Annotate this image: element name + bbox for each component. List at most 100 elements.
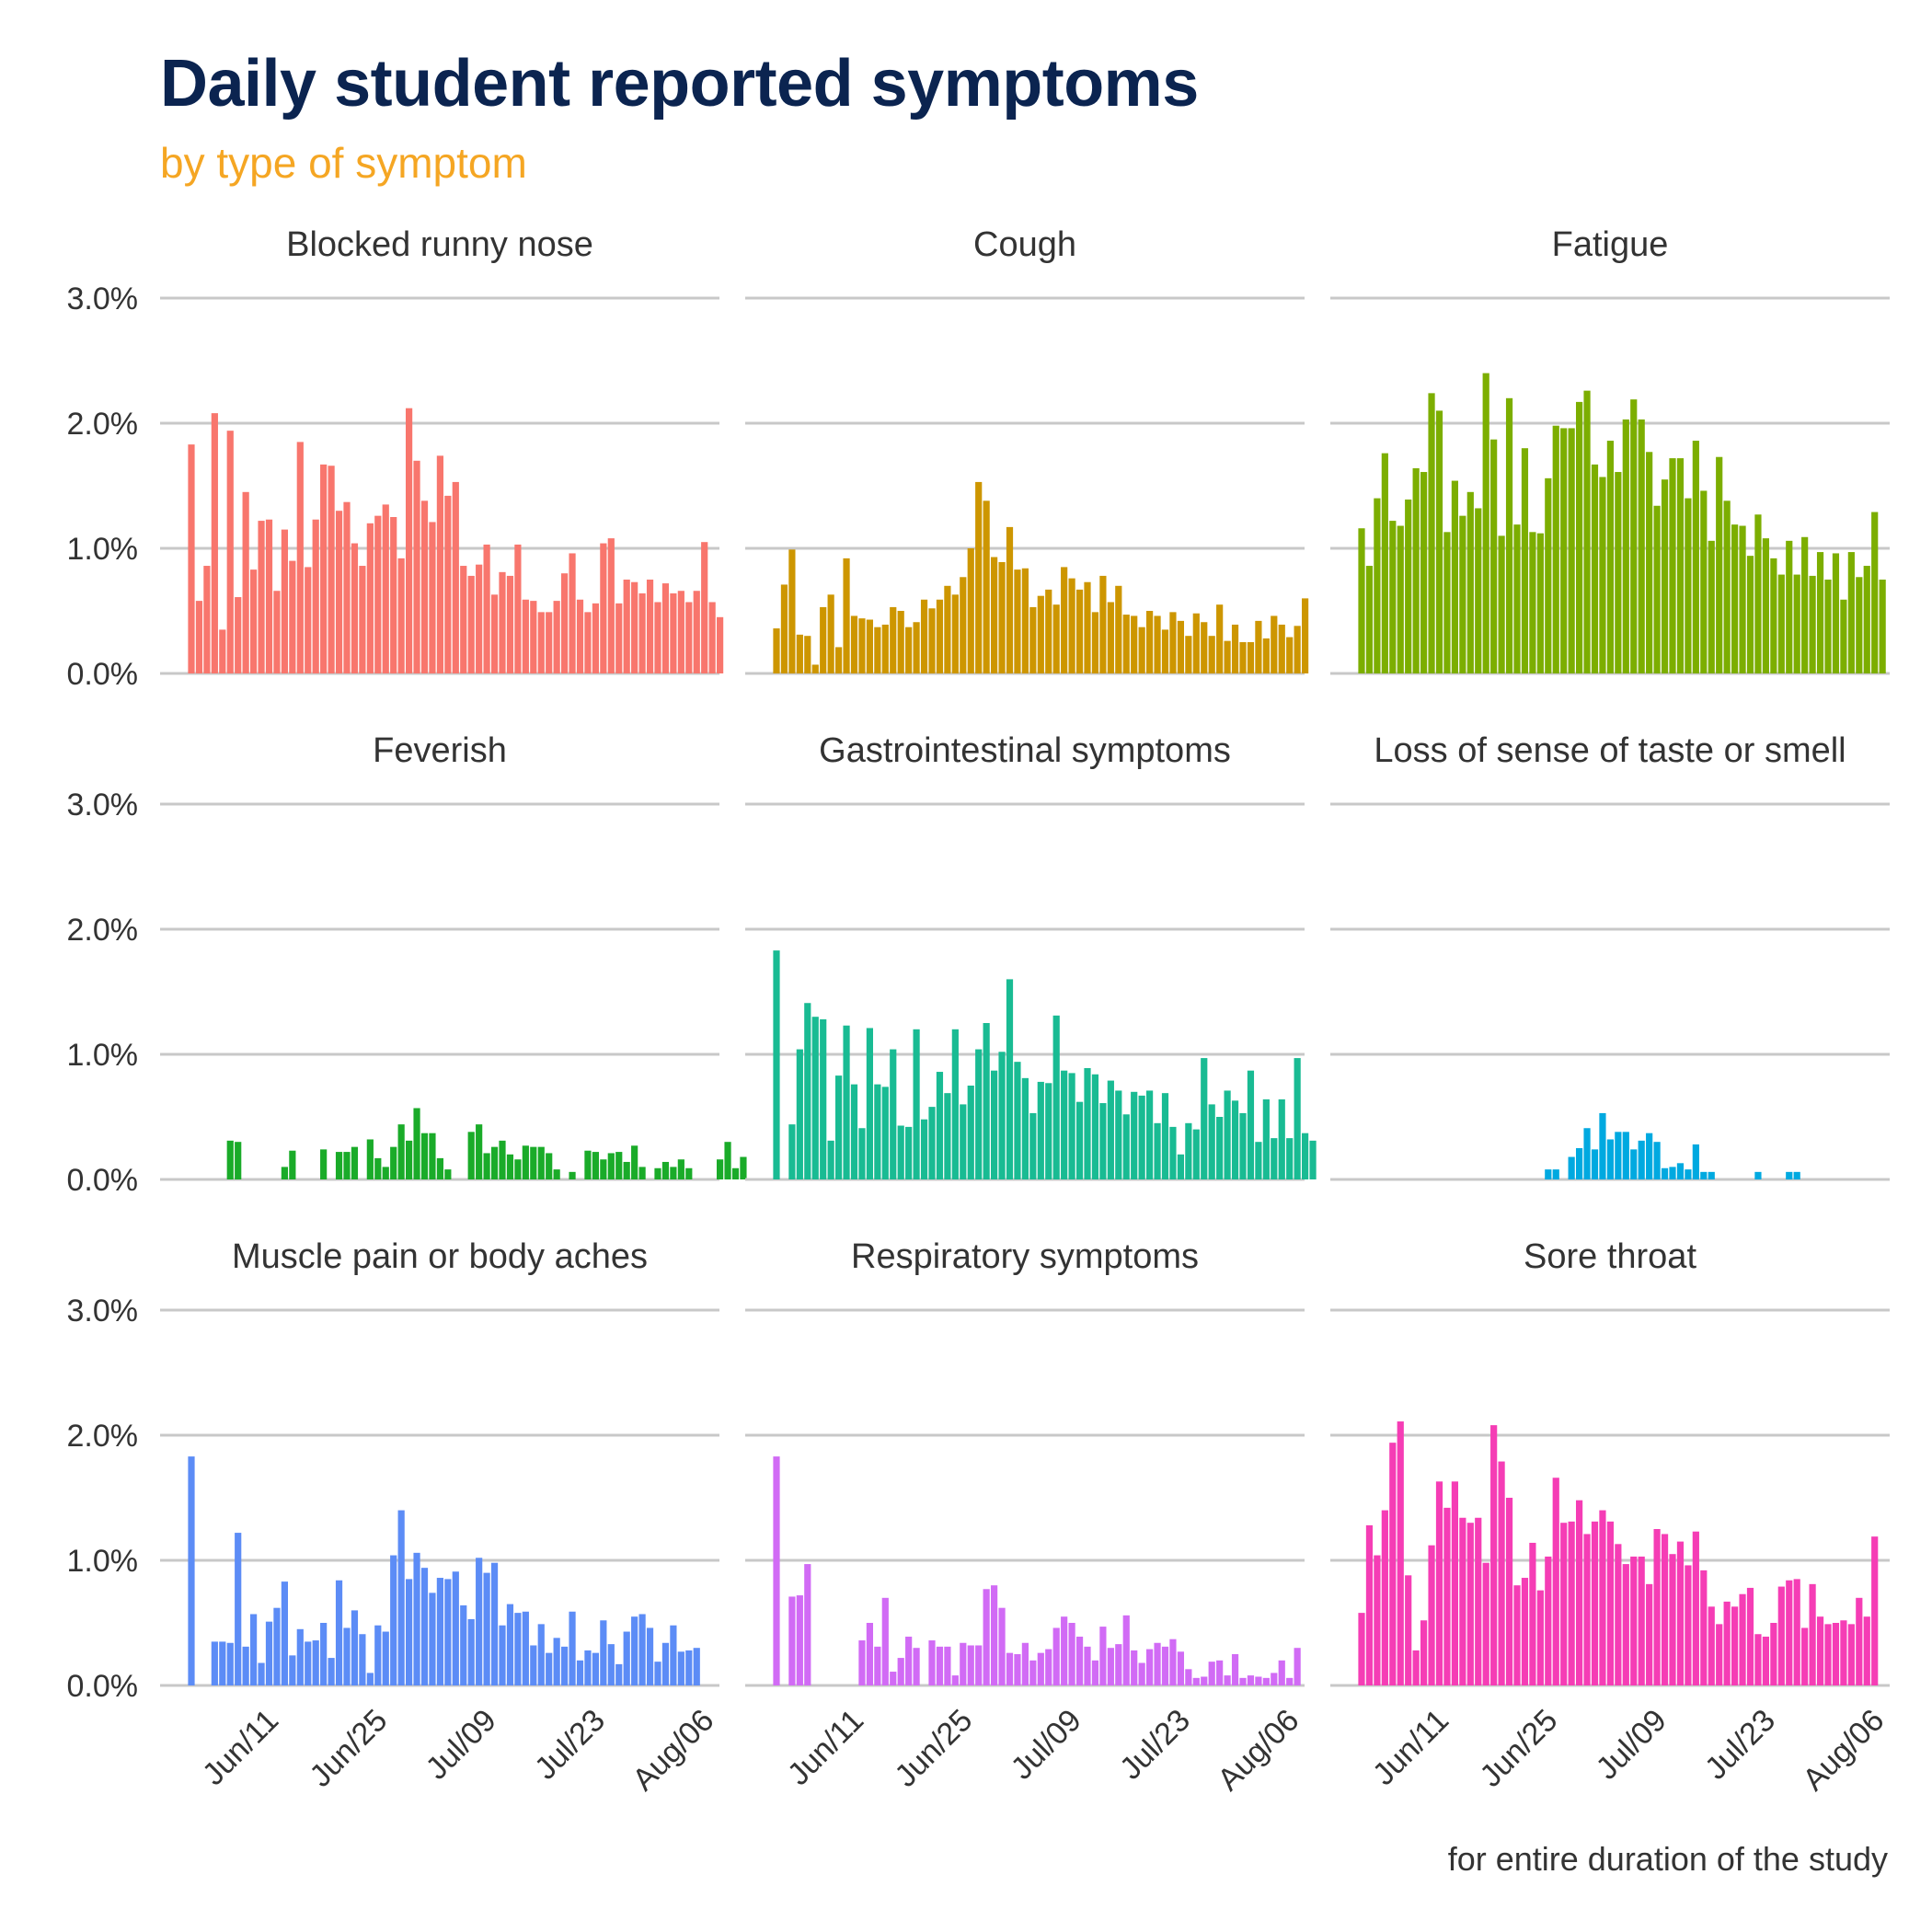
bar <box>1294 626 1301 673</box>
bar <box>250 1614 258 1685</box>
bar <box>866 619 873 673</box>
bar <box>1513 1585 1521 1685</box>
bar <box>514 544 522 673</box>
bar <box>1014 1062 1021 1179</box>
bar <box>1374 498 1381 673</box>
bar <box>1247 642 1255 673</box>
bar <box>374 1157 382 1179</box>
bar <box>1278 1098 1285 1179</box>
bar <box>936 599 944 673</box>
bar <box>1521 448 1529 673</box>
bar <box>685 1167 693 1179</box>
bar <box>514 1613 522 1685</box>
bar <box>1708 540 1715 673</box>
bar <box>1646 452 1653 673</box>
bar <box>584 612 592 673</box>
bar <box>1653 1142 1661 1179</box>
bar <box>944 585 951 673</box>
bar <box>693 1648 700 1685</box>
bar <box>561 573 569 673</box>
bar <box>576 1660 584 1685</box>
bar <box>546 1652 553 1685</box>
bar <box>1224 1675 1231 1685</box>
bar <box>406 1579 413 1685</box>
bar <box>623 1631 630 1685</box>
bar <box>1045 1083 1052 1179</box>
bar <box>1091 612 1099 673</box>
bar <box>1412 1650 1420 1685</box>
bar <box>397 1124 405 1179</box>
bar <box>936 1072 944 1179</box>
bar <box>226 1642 234 1685</box>
bar <box>693 591 700 673</box>
bar <box>1545 1556 1552 1685</box>
bar <box>1247 1675 1255 1685</box>
bar <box>258 1662 265 1685</box>
bar <box>1669 1167 1676 1179</box>
bar <box>1271 1673 1278 1685</box>
bar <box>1685 1565 1692 1685</box>
bar <box>1661 1167 1669 1179</box>
bar <box>328 1658 335 1685</box>
x-tick-label: Jul/09 <box>1590 1703 1673 1787</box>
y-tick-label: 0.0% <box>67 1669 139 1704</box>
bar <box>289 560 296 673</box>
bar <box>1832 1623 1840 1685</box>
bar <box>1700 1171 1708 1179</box>
bar <box>1653 1529 1661 1685</box>
bar <box>530 1645 537 1685</box>
bar <box>530 1146 537 1179</box>
bar <box>890 1672 897 1685</box>
bar <box>1381 453 1388 673</box>
bar <box>460 1604 467 1685</box>
bar <box>1786 1580 1793 1685</box>
bar <box>1185 636 1192 673</box>
bar <box>646 580 654 673</box>
bar <box>374 1625 382 1685</box>
bar <box>1405 1575 1412 1685</box>
bar <box>1177 620 1184 673</box>
bar <box>881 1597 889 1685</box>
bar <box>1661 1534 1669 1685</box>
panel-title: Feverish <box>373 731 507 770</box>
bar <box>796 1595 803 1685</box>
bar <box>1420 1620 1428 1685</box>
bar <box>444 1579 452 1685</box>
panel-title: Fatigue <box>1552 225 1669 264</box>
x-tick-label: Jul/23 <box>1698 1703 1782 1787</box>
bar <box>1107 1080 1114 1179</box>
panel-title: Blocked runny nose <box>286 225 593 264</box>
bar <box>827 594 834 673</box>
bar <box>1091 1660 1099 1685</box>
x-tick-label: Aug/06 <box>1211 1703 1305 1798</box>
bar <box>654 1662 661 1685</box>
bar <box>444 1169 452 1179</box>
bar <box>1490 439 1498 673</box>
bar <box>944 1646 951 1685</box>
bar <box>390 517 397 673</box>
bar <box>1294 1648 1301 1685</box>
bar <box>1536 533 1544 673</box>
bar <box>913 622 920 673</box>
x-tick-label: Jul/09 <box>1005 1703 1088 1787</box>
bar <box>1716 456 1723 673</box>
bar <box>1856 1597 1863 1685</box>
bar <box>265 519 273 673</box>
bar <box>1692 441 1699 673</box>
bar <box>1061 1616 1068 1685</box>
bar <box>1389 1443 1397 1685</box>
bar <box>592 1652 599 1685</box>
bar <box>1185 1122 1192 1179</box>
bar <box>1568 1521 1575 1685</box>
bar <box>1052 604 1060 673</box>
panel-fatigue: Fatigue <box>1330 225 1890 675</box>
bar <box>1560 428 1568 673</box>
bar <box>1068 578 1075 673</box>
bar <box>366 1139 374 1179</box>
bar <box>1099 1103 1107 1179</box>
bar <box>1192 613 1200 673</box>
panel-loss-of-sense-of-taste-or-smell: Loss of sense of taste or smell <box>1330 731 1890 1181</box>
bar <box>366 1673 374 1685</box>
bar <box>1006 526 1014 673</box>
bar <box>983 1023 990 1179</box>
